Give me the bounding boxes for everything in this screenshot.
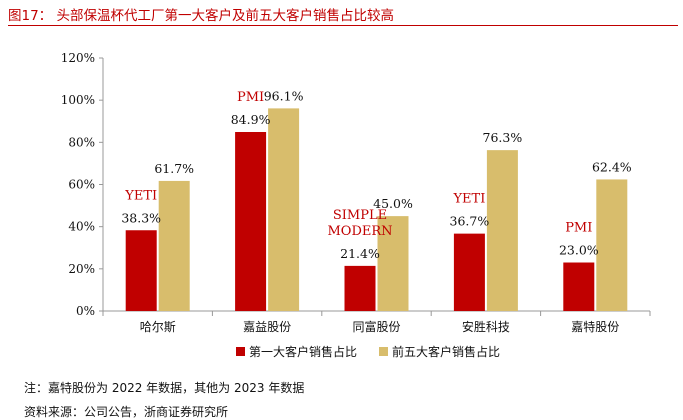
- bar-first-customer: [344, 265, 376, 311]
- bar-first-customer: [453, 233, 485, 311]
- data-label: 62.4%: [592, 159, 632, 174]
- y-tick-label: 20%: [68, 262, 95, 276]
- customer-annotation: PMI: [565, 221, 592, 236]
- x-tick-label: 嘉益股份: [243, 320, 291, 334]
- customer-annotation: PMI: [237, 90, 264, 105]
- footnote: 注：嘉特股份为 2022 年数据，其他为 2023 年数据: [24, 381, 305, 395]
- y-tick-label: 40%: [68, 220, 95, 234]
- data-label: 21.4%: [340, 246, 380, 261]
- data-label: 61.7%: [154, 161, 194, 176]
- data-label: 76.3%: [483, 130, 523, 145]
- x-tick-label: 同富股份: [352, 319, 400, 334]
- bar-first-customer: [563, 262, 595, 311]
- customer-annotation: MODERN: [327, 224, 392, 239]
- figure-title: 图17： 头部保温杯代工厂第一大客户及前五大客户销售占比较高: [8, 8, 394, 24]
- legend-label: 前五大客户销售占比: [392, 344, 500, 359]
- y-tick-label: 80%: [68, 135, 95, 149]
- x-tick-label: 安胜科技: [462, 319, 510, 334]
- x-tick-label: 哈尔斯: [140, 319, 176, 334]
- legend-swatch: [379, 347, 388, 356]
- bar-top5-customers: [158, 180, 190, 311]
- legend-swatch: [236, 347, 245, 356]
- y-tick-label: 0%: [76, 304, 95, 318]
- y-tick-label: 60%: [68, 178, 95, 192]
- data-label: 36.7%: [450, 214, 490, 229]
- source-note: 资料来源：公司公告，浙商证券研究所: [24, 405, 229, 419]
- y-tick-label: 120%: [61, 51, 95, 65]
- y-tick-label: 100%: [61, 93, 95, 107]
- bar-first-customer: [235, 132, 267, 311]
- data-label: 23.0%: [559, 243, 599, 258]
- data-label: 96.1%: [264, 88, 304, 103]
- bar-first-customer: [125, 230, 157, 311]
- x-tick-label: 嘉特股份: [571, 319, 619, 334]
- bar-top5-customers: [268, 108, 300, 312]
- customer-annotation: SIMPLE: [333, 208, 387, 223]
- customer-annotation: YETI: [124, 188, 157, 203]
- data-label: 38.3%: [121, 210, 161, 225]
- bar-top5-customers: [486, 150, 518, 311]
- title-rule: [8, 25, 678, 26]
- customer-annotation: YETI: [452, 192, 485, 207]
- bar-top5-customers: [596, 179, 628, 311]
- bar-top5-customers: [377, 216, 409, 311]
- data-label: 84.9%: [231, 112, 271, 127]
- legend-label: 第一大客户销售占比: [249, 344, 357, 359]
- data-label: 45.0%: [373, 196, 413, 211]
